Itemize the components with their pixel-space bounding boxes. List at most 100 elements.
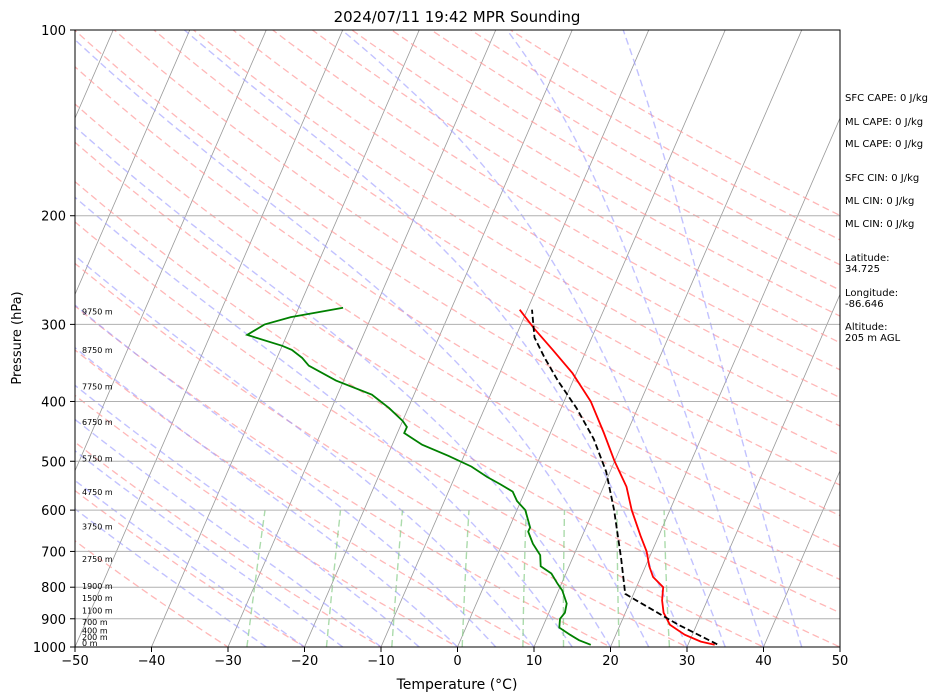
isotherm-line <box>151 30 420 647</box>
height-label: 4750 m <box>82 488 113 497</box>
latitude-label: Latitude: 34.725 <box>845 253 890 275</box>
x-tick-label: 50 <box>832 654 849 669</box>
dry-adiabat-line <box>271 30 840 371</box>
altitude-label: Altitude: 205 m AGL <box>845 322 901 344</box>
x-tick-label: 20 <box>602 654 619 669</box>
temperature-line <box>518 309 715 646</box>
dry-adiabat-line <box>75 394 459 647</box>
dry-adiabat-line <box>75 141 840 614</box>
mixing-ratio-line <box>522 510 527 647</box>
x-axis: −50 −40 −30 −20 −10 0 10 20 30 40 50 <box>61 647 848 669</box>
dry-adiabat-line <box>75 305 612 647</box>
height-label: 1100 m <box>82 606 113 615</box>
dry-adiabat-line <box>75 262 689 647</box>
moist-adiabat-line <box>341 30 726 647</box>
isotherm-line <box>686 293 840 647</box>
x-tick-label: −40 <box>138 654 165 669</box>
y-axis: 100 200 300 400 500 600 700 800 900 1000 <box>33 24 75 656</box>
y-tick-label: 400 <box>41 395 66 410</box>
longitude-label: Longitude: -86.646 <box>845 288 899 310</box>
x-axis-label: Temperature (°C) <box>396 677 518 693</box>
mixing-ratio-line <box>562 510 566 647</box>
isotherm-line <box>304 30 573 647</box>
x-tick-label: −10 <box>367 654 394 669</box>
data-series <box>245 306 718 646</box>
isotherm-line <box>380 30 650 647</box>
y-tick-label: 600 <box>41 504 66 519</box>
x-tick-label: 40 <box>755 654 772 669</box>
y-tick-label: 1000 <box>33 641 66 656</box>
dry-adiabat-line <box>232 30 840 399</box>
y-tick-label: 700 <box>41 545 66 560</box>
height-label: 7750 m <box>82 383 113 392</box>
ml-cape-label: ML CAPE: 0 J/kg <box>845 117 924 128</box>
moist-adiabat-line <box>75 38 650 647</box>
y-axis-label: Pressure (hPa) <box>10 291 25 384</box>
isotherm-line <box>75 30 344 647</box>
moist-adiabat-line <box>506 30 765 647</box>
ml-cin-label-2: ML CIN: 0 J/kg <box>845 219 915 230</box>
ml-cape-label-2: ML CAPE: 0 J/kg <box>845 139 924 150</box>
height-label: 9750 m <box>82 307 113 316</box>
height-label: 2750 m <box>82 555 113 564</box>
y-tick-label: 100 <box>41 24 66 39</box>
height-label: 1500 m <box>82 594 113 603</box>
isotherm-line <box>763 469 840 647</box>
sfc-cin-label: SFC CIN: 0 J/kg <box>845 173 920 184</box>
y-tick-label: 300 <box>41 318 66 333</box>
height-label: 0 m <box>82 639 98 648</box>
height-label: 3750 m <box>82 522 113 531</box>
dry-adiabat-line <box>75 221 766 647</box>
sfc-cape-label: SFC CAPE: 0 J/kg <box>845 93 928 104</box>
height-label: 8750 m <box>82 346 113 355</box>
moist-adiabat-line <box>75 346 458 647</box>
isotherm-line <box>75 30 267 472</box>
x-tick-label: −30 <box>214 654 241 669</box>
isotherm-line <box>75 30 191 296</box>
moist-adiabat-line <box>75 254 535 647</box>
y-tick-label: 200 <box>41 210 66 225</box>
mixing-ratio-line <box>663 510 671 647</box>
x-tick-label: 10 <box>526 654 543 669</box>
dry-adiabat-line <box>75 540 230 647</box>
y-tick-label: 500 <box>41 455 66 470</box>
moist-adiabat-line <box>75 196 573 647</box>
isotherm-line <box>610 117 840 647</box>
moist-adiabat-line <box>75 304 497 647</box>
x-tick-label: 30 <box>679 654 696 669</box>
parcel-profile-line <box>531 309 718 646</box>
mixing-ratio-line <box>325 510 342 647</box>
moist-adiabat-line <box>75 384 420 647</box>
dewpoint-line <box>245 306 592 646</box>
dry-adiabat-line <box>75 441 383 647</box>
dry-adiabat-line <box>75 103 840 581</box>
moist-adiabat-line <box>183 30 688 647</box>
height-label: 400 m <box>82 627 108 636</box>
moist-adiabat-line <box>622 30 803 647</box>
reference-lines <box>75 30 840 647</box>
x-tick-label: −20 <box>291 654 318 669</box>
x-tick-label: 0 <box>453 654 461 669</box>
dry-adiabat-line <box>75 30 840 517</box>
height-label: 1900 m <box>82 582 113 591</box>
height-label: 700 m <box>82 618 108 627</box>
dry-adiabat-line <box>75 489 306 647</box>
isotherm-line <box>457 30 726 647</box>
y-tick-label: 900 <box>41 613 66 628</box>
mixing-ratio-line <box>616 510 620 647</box>
mixing-ratio-line <box>391 510 404 647</box>
dry-adiabat-line <box>75 180 840 647</box>
dry-adiabat-line <box>75 349 536 647</box>
x-tick-label: −50 <box>61 654 88 669</box>
dry-adiabat-line <box>350 30 840 317</box>
dry-adiabat-line <box>75 65 840 548</box>
y-tick-label: 800 <box>41 581 66 596</box>
dry-adiabat-line <box>113 30 840 486</box>
height-label: 5750 m <box>82 454 113 463</box>
ml-cin-label: ML CIN: 0 J/kg <box>845 196 915 207</box>
pressure-grid <box>75 29 840 648</box>
isotherm-line <box>227 30 497 647</box>
height-label: 200 m <box>82 633 108 642</box>
